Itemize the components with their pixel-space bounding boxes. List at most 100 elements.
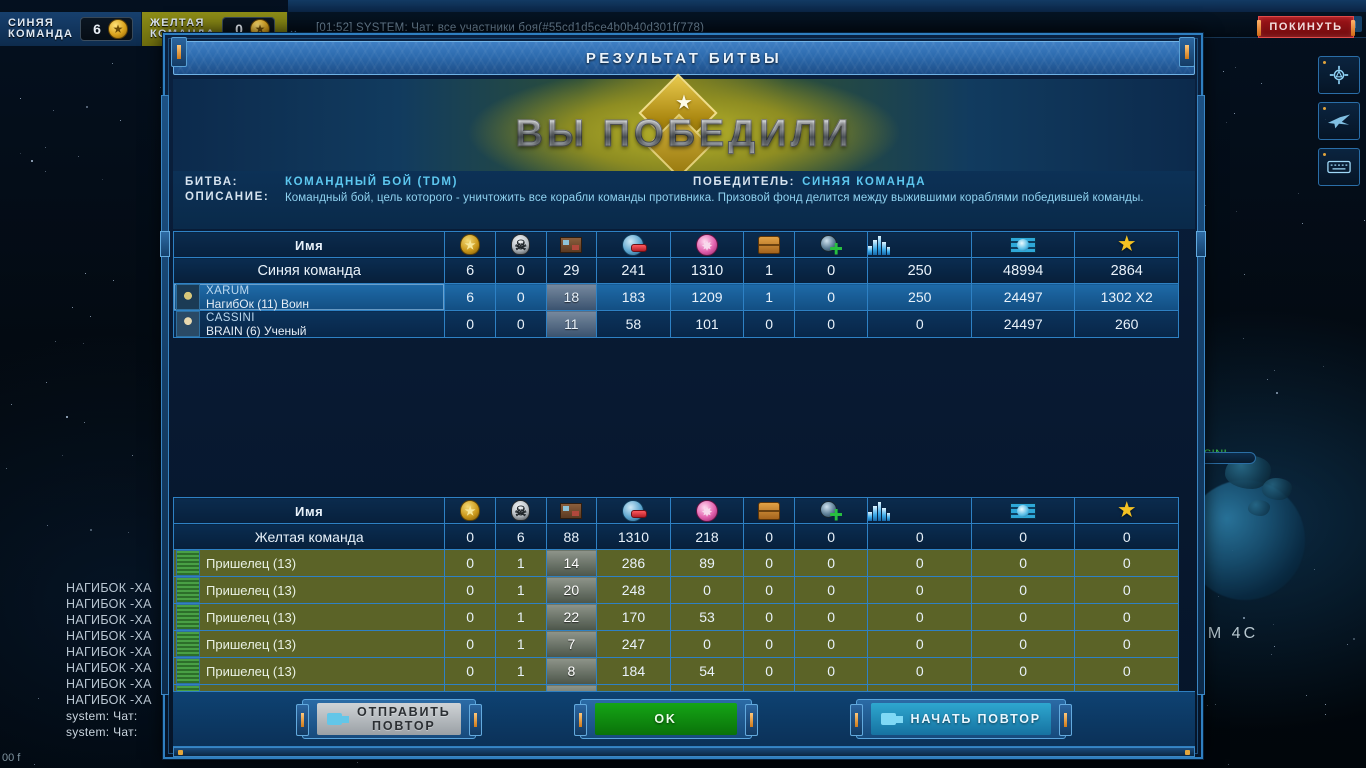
cell-value: 0	[793, 630, 869, 658]
chevron-down-icon[interactable]: ⌄	[288, 22, 299, 37]
crate-icon	[560, 503, 583, 520]
sidebar-button-ship[interactable]	[1318, 102, 1360, 140]
send-replay-face: ОТПРАВИТЬ ПОВТОР	[317, 703, 461, 735]
medal-icon: ★	[108, 19, 128, 39]
cell-value: 20	[545, 576, 598, 604]
cell-value: 0	[970, 630, 1076, 658]
keyboard-icon	[1327, 160, 1351, 174]
player-callsign: Пришелец (13)	[206, 582, 297, 598]
description-row: ОПИСАНИЕ: Командный бой, цель которого -…	[185, 191, 1183, 205]
cell-value: 1	[494, 630, 547, 658]
chat-log[interactable]: НАГИБОК -ХА НАГИБОК -ХА НАГИБОК -ХА НАГИБОК…	[66, 580, 196, 740]
cell-value: 0	[867, 549, 972, 577]
top-strip	[288, 0, 1366, 12]
column-header-hull-damage	[669, 497, 745, 524]
column-header-crystals	[867, 231, 972, 258]
cell-value: 0	[743, 603, 795, 631]
player-row[interactable]: Пришелец (13) 0 1 22 170 53 0 0 0 0 0	[172, 603, 1179, 631]
cell-value: 0	[743, 523, 795, 550]
cell-value: 0	[867, 576, 972, 604]
player-row[interactable]: Пришелец (13) 0 1 7 247 0 0 0 0 0 0	[172, 630, 1179, 658]
repair-icon	[820, 234, 843, 255]
cell-value: 2864	[1074, 257, 1179, 284]
button-cap-right	[1058, 704, 1072, 736]
cell-value: 0	[743, 657, 795, 685]
dialog-right-rail	[1197, 95, 1205, 695]
scientist-avatar	[176, 311, 200, 337]
chat-line: НАГИБОК -ХА	[66, 677, 152, 691]
description-value: Командный бой, цель которого - уничтожит…	[285, 192, 1144, 204]
button-cap-right	[744, 704, 758, 736]
cell-value: 54	[669, 657, 745, 685]
send-replay-button[interactable]: ОТПРАВИТЬ ПОВТОР	[296, 699, 482, 739]
sidebar-button-navigation[interactable]	[1318, 56, 1360, 94]
cell-value: 0	[867, 603, 972, 631]
indicator-dot	[1323, 107, 1326, 110]
yellow-team-table: Имя ★	[172, 497, 1179, 712]
player-row[interactable]: Пришелец (13) 0 1 20 248 0 0 0 0 0 0	[172, 576, 1179, 604]
cell-value: 0	[970, 657, 1076, 685]
cell-value: 0	[867, 657, 972, 685]
cell-value: 58	[596, 310, 671, 338]
team-summary-name: Желтая команда	[172, 523, 446, 550]
dialog-bottom-frame	[173, 747, 1195, 757]
player-row[interactable]: Пришелец (13) 0 1 14 286 89 0 0 0 0 0	[172, 549, 1179, 577]
cell-value: 14	[545, 549, 598, 577]
cell-value: 260	[1074, 310, 1179, 338]
player-row[interactable]: XARUM НагибОк (11) Воин 6 0 18 183 1209 1 0 250…	[172, 283, 1179, 311]
player-row[interactable]: CASSINI BRAIN (6) Ученый 0 0 11 58 101 0 0 0 244…	[172, 310, 1179, 338]
cell-value: 0	[1074, 523, 1179, 550]
cell-value: 53	[669, 603, 745, 631]
cell-value: 184	[596, 657, 671, 685]
planet-decoration	[1185, 480, 1305, 600]
cell-value: 11	[545, 310, 598, 338]
cell-value: 0	[793, 657, 869, 685]
chest-icon	[758, 501, 781, 520]
frame-dot	[1185, 750, 1190, 755]
cell-value: 1310	[596, 523, 671, 550]
cell-value: 8	[545, 657, 598, 685]
player-subtitle: BRAIN (6) Ученый	[206, 323, 307, 338]
blue-team-table-wrap: Имя ★	[172, 231, 1179, 338]
camera-icon	[327, 711, 350, 727]
crate-icon	[560, 237, 583, 254]
name-header-label: Имя	[295, 503, 324, 519]
asteroid-decoration	[1248, 500, 1270, 516]
ok-button[interactable]: OK	[573, 699, 758, 739]
cell-value: 1	[743, 283, 795, 311]
chat-line: НАГИБОК -ХА	[66, 597, 152, 611]
victory-text: ВЫ ПОБЕДИЛИ	[515, 112, 853, 155]
winner-label: ПОБЕДИТЕЛЬ:	[693, 176, 796, 188]
cell-value: 241	[596, 257, 671, 284]
cell-value: 0	[793, 603, 869, 631]
start-replay-button[interactable]: НАЧАТЬ ПОВТОР	[849, 699, 1072, 739]
cell-value: 0	[970, 603, 1076, 631]
skull-icon	[511, 500, 531, 521]
leave-button[interactable]: ПОКИНУТЬ	[1257, 16, 1355, 38]
column-header-shield-damage	[596, 497, 671, 524]
cell-value: 1310	[669, 257, 745, 284]
cell-value: 0	[1074, 576, 1179, 604]
winner-value: СИНЯЯ КОМАНДА	[802, 176, 927, 188]
skull-icon	[511, 234, 531, 255]
cell-value: 0	[867, 523, 972, 550]
cell-value: 0	[444, 576, 496, 604]
player-identity: Пришелец (13)	[174, 604, 444, 630]
cell-value: 0	[793, 576, 869, 604]
player-name-cell: Пришелец (13)	[172, 549, 446, 577]
cell-value: 1209	[669, 283, 745, 311]
frame-dot	[178, 750, 183, 755]
cell-value: 0	[444, 630, 496, 658]
cell-value: 0	[793, 283, 869, 311]
player-name-cell: CASSINI BRAIN (6) Ученый	[172, 310, 446, 338]
player-identity: CASSINI BRAIN (6) Ученый	[174, 311, 444, 337]
camera-icon	[880, 711, 903, 727]
cell-value: 0	[743, 576, 795, 604]
hud-team-yellow-score: 0	[235, 21, 243, 37]
player-row[interactable]: Пришелец (13) 0 1 8 184 54 0 0 0 0 0	[172, 657, 1179, 685]
credits-icon	[1010, 503, 1037, 520]
sidebar-button-keyboard[interactable]	[1318, 148, 1360, 186]
rail-cap	[1196, 231, 1206, 257]
cell-value: 0	[444, 603, 496, 631]
medic-avatar	[176, 284, 200, 310]
